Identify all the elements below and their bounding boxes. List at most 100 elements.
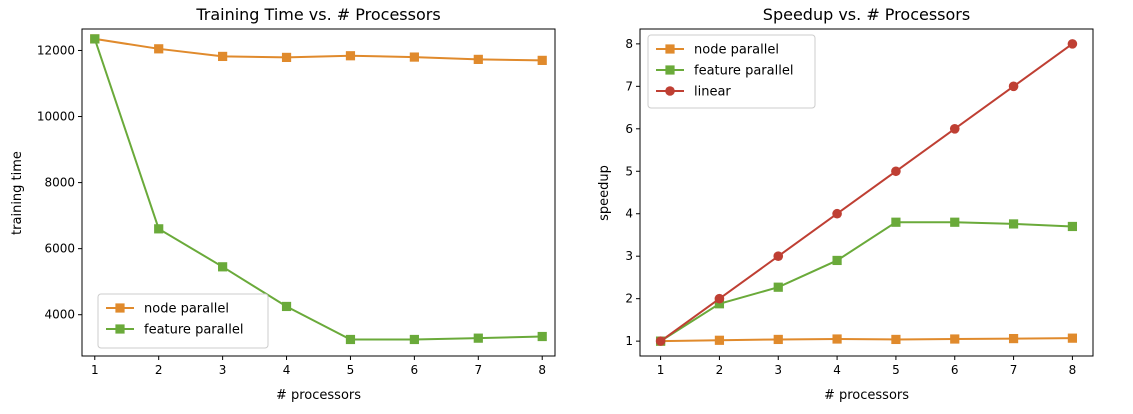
y-tick-label: 4000 (44, 308, 75, 322)
data-point (218, 262, 228, 272)
x-axis-label: # processors (276, 388, 361, 403)
y-axis-label: training time (10, 151, 25, 235)
x-axis-label: # processors (824, 388, 909, 403)
x-tick-label: 4 (283, 363, 291, 377)
y-tick-label: 7 (625, 79, 633, 93)
series-node-parallel (655, 333, 1078, 346)
data-point (154, 44, 164, 54)
data-point (950, 217, 960, 227)
x-tick-label: 6 (951, 363, 959, 377)
legend-box (647, 34, 816, 109)
data-point (1008, 333, 1019, 344)
x-tick-label: 4 (833, 363, 841, 377)
x-tick-label: 3 (219, 363, 227, 377)
plot-frame (639, 28, 1094, 357)
data-point (218, 51, 228, 62)
data-point (1008, 219, 1019, 229)
data-point (655, 336, 666, 346)
data-point (1067, 39, 1078, 49)
data-point (409, 52, 419, 62)
data-point (949, 123, 960, 134)
data-point (1067, 221, 1078, 232)
data-point (281, 301, 292, 312)
data-point (537, 331, 547, 342)
data-point (714, 299, 725, 309)
legend-marker (665, 44, 675, 54)
data-point (154, 224, 164, 234)
x-tick-label: 8 (538, 363, 546, 377)
legend-label: node parallel (144, 302, 229, 317)
data-point (773, 282, 783, 292)
data-point (1008, 81, 1019, 92)
legend-marker (665, 86, 675, 96)
data-point (891, 217, 901, 227)
x-tick-label: 3 (774, 363, 782, 377)
x-tick-label: 8 (1069, 363, 1077, 377)
plot-frame (81, 28, 556, 357)
x-tick-label: 5 (347, 363, 355, 377)
y-tick-label: 4 (625, 207, 633, 221)
data-point (345, 51, 356, 61)
y-tick-label: 5 (625, 164, 633, 178)
series-linear (655, 39, 1078, 346)
training-time-chart: Training Time vs. # Processors # process… (10, 5, 556, 403)
speedup-chart: Speedup vs. # Processors # processors sp… (597, 5, 1094, 403)
data-point (345, 334, 356, 345)
y-tick-label: 12000 (37, 43, 75, 57)
data-point (773, 251, 784, 262)
data-point (773, 334, 783, 345)
data-point (714, 335, 725, 345)
data-point (537, 55, 547, 65)
legend: node parallel feature parallel linear (647, 34, 816, 109)
y-tick-label: 3 (625, 249, 633, 263)
data-point (832, 255, 842, 266)
x-tick-label: 7 (1010, 363, 1018, 377)
series-line (660, 337, 1073, 343)
series-line (660, 43, 1073, 342)
y-axis-label: speedup (597, 165, 612, 221)
x-tick-label: 2 (155, 363, 163, 377)
legend-label: linear (694, 85, 731, 100)
data-point (950, 334, 960, 344)
x-tick-label: 1 (657, 363, 665, 377)
series-line (93, 38, 543, 341)
x-tick-label: 1 (91, 363, 99, 377)
data-point (90, 34, 100, 44)
series-feature-parallel (90, 34, 547, 345)
x-tick-label: 6 (411, 363, 419, 377)
data-point (714, 293, 725, 304)
legend: node parallel feature parallel (97, 293, 269, 349)
x-tick-label: 7 (474, 363, 482, 377)
chart-title: Training Time vs. # Processors (195, 5, 440, 24)
data-point (281, 52, 292, 63)
series-line (94, 37, 543, 62)
data-point (473, 333, 483, 343)
series-feature-parallel (655, 217, 1078, 346)
y-tick-label: 6000 (44, 242, 75, 256)
y-tick-label: 8 (625, 37, 633, 51)
data-point (891, 166, 901, 177)
series-node-parallel (90, 34, 547, 65)
y-tick-label: 2 (625, 292, 633, 306)
data-point (832, 208, 842, 219)
legend-label: node parallel (694, 43, 779, 58)
y-tick-label: 1 (625, 334, 633, 348)
data-point (832, 334, 842, 344)
data-point (1067, 333, 1078, 343)
data-point (891, 334, 901, 345)
data-point (409, 334, 419, 345)
legend-box (97, 293, 269, 349)
legend-marker (115, 303, 125, 313)
y-tick-label: 6 (625, 122, 633, 136)
y-tick-label: 10000 (37, 110, 75, 124)
legend-label: feature parallel (144, 323, 243, 338)
legend-marker (665, 65, 675, 75)
legend-marker (115, 324, 125, 334)
y-tick-label: 8000 (44, 176, 75, 190)
data-point (473, 54, 483, 64)
x-tick-label: 2 (716, 363, 724, 377)
series-line (660, 221, 1073, 342)
chart-title: Speedup vs. # Processors (763, 5, 970, 24)
x-tick-label: 5 (892, 363, 900, 377)
